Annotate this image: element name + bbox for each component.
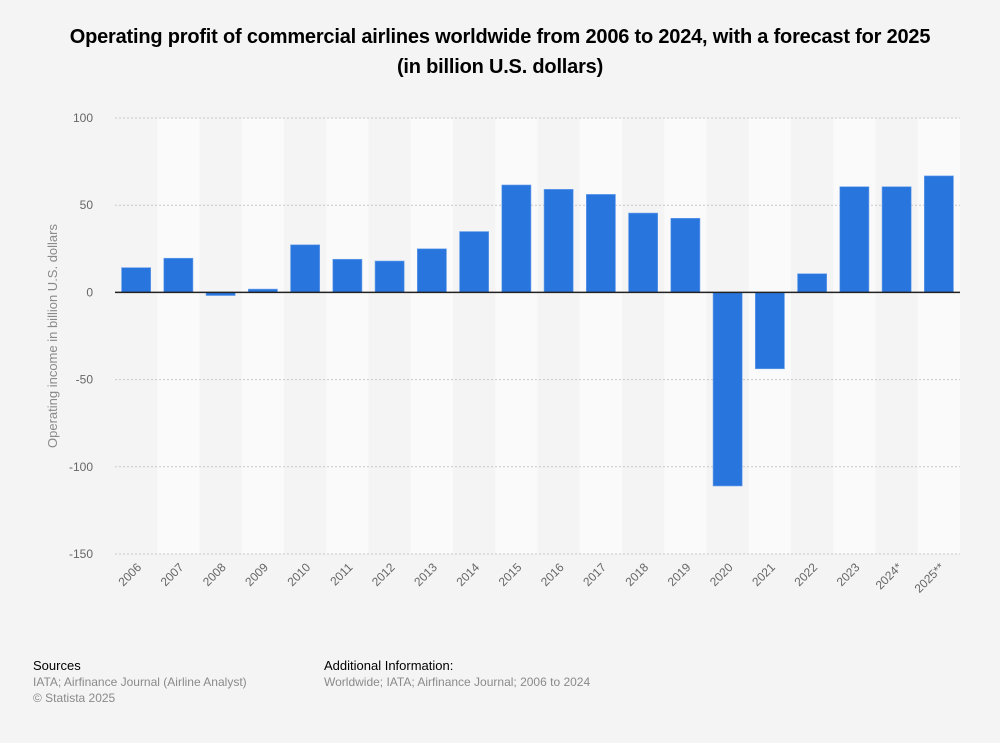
x-tick-label: 2024* — [873, 560, 905, 592]
bar-2014[interactable] — [459, 231, 490, 293]
sources-text: IATA; Airfinance Journal (Airline Analys… — [33, 675, 247, 689]
x-tick-label: 2021 — [749, 560, 778, 589]
bar-2011[interactable] — [332, 258, 363, 293]
x-tick-label: 2009 — [242, 560, 271, 589]
x-tick-label: 2020 — [707, 560, 736, 589]
bar-2023[interactable] — [839, 186, 870, 293]
x-tick-label: 2023 — [834, 560, 863, 589]
x-tick-label: 2014 — [453, 560, 482, 589]
bar-2025**[interactable] — [923, 175, 954, 293]
bar-2016[interactable] — [543, 189, 574, 293]
bar-2012[interactable] — [374, 260, 405, 293]
bar-2006[interactable] — [121, 267, 152, 293]
bar-2015[interactable] — [501, 184, 532, 293]
y-tick-labels: 100 50 0 -50 -100 -150 — [69, 111, 93, 561]
column-band — [833, 118, 876, 554]
y-axis-label: Operating income in billion U.S. dollars — [45, 224, 60, 448]
column-band — [157, 118, 200, 554]
x-tick-label: 2016 — [538, 560, 567, 589]
column-band — [326, 118, 369, 554]
bar-2013[interactable] — [416, 248, 447, 293]
x-tick-label: 2013 — [411, 560, 440, 589]
y-tick-label: -100 — [69, 460, 93, 474]
column-band — [495, 118, 538, 554]
bar-2010[interactable] — [290, 244, 321, 293]
bar-2017[interactable] — [585, 194, 616, 293]
bar-2024*[interactable] — [881, 186, 912, 293]
additional-info-text: Worldwide; IATA; Airfinance Journal; 200… — [324, 675, 591, 689]
bar-2022[interactable] — [797, 273, 828, 293]
chart-title: Operating profit of commercial airlines … — [69, 26, 931, 78]
additional-info-heading: Additional Information: — [324, 658, 454, 673]
x-tick-label: 2019 — [665, 560, 694, 589]
bar-2021[interactable] — [754, 292, 785, 370]
column-band — [410, 118, 453, 554]
x-tick-label: 2012 — [369, 560, 398, 589]
x-tick-label: 2015 — [496, 560, 525, 589]
x-tick-label: 2007 — [158, 560, 187, 589]
column-bands — [157, 118, 960, 554]
gridlines — [115, 117, 960, 555]
column-band — [664, 118, 707, 554]
x-tick-label: 2006 — [115, 560, 144, 589]
y-tick-label: 100 — [73, 111, 93, 125]
x-tick-label: 2018 — [622, 560, 651, 589]
x-tick-label: 2010 — [284, 560, 313, 589]
bar-2020[interactable] — [712, 292, 743, 487]
y-tick-label: -150 — [69, 547, 93, 561]
additional-info-block: Additional Information: Worldwide; IATA;… — [324, 658, 590, 690]
x-tick-label: 2011 — [327, 560, 355, 588]
bar-2007[interactable] — [163, 257, 194, 293]
bar-2019[interactable] — [670, 217, 701, 293]
x-tick-label: 2017 — [580, 560, 609, 589]
copyright-text: © Statista 2025 — [33, 691, 116, 705]
y-tick-label: 50 — [80, 198, 94, 212]
x-tick-labels: 2006 2007 2008 2009 2010 2011 2012 2013 2014 2015… — [115, 560, 947, 596]
column-band — [579, 118, 622, 554]
y-tick-label: 0 — [86, 285, 93, 299]
bars — [121, 175, 954, 487]
x-tick-label: 2025** — [912, 560, 948, 596]
column-band — [241, 118, 284, 554]
x-tick-label: 2022 — [791, 560, 820, 589]
y-tick-label: -50 — [76, 373, 94, 387]
bar-2018[interactable] — [628, 212, 659, 293]
sources-heading: Sources — [33, 658, 81, 673]
sources-block: Sources IATA; Airfinance Journal (Airlin… — [33, 658, 247, 706]
x-tick-label: 2008 — [200, 560, 229, 589]
